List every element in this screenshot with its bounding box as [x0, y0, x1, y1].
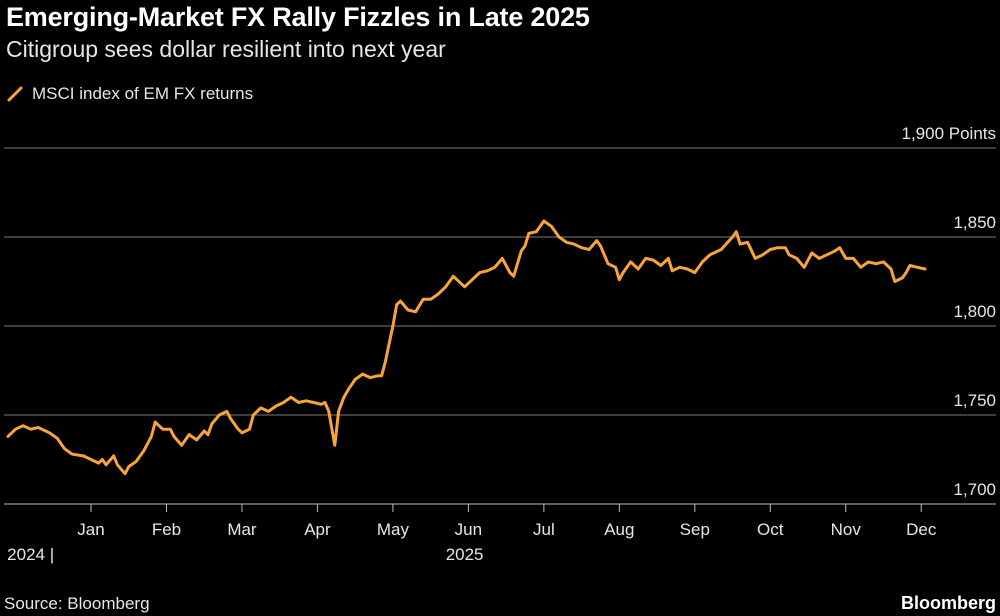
y-tick-label-1900: 1,900 Points: [901, 124, 996, 143]
y-tick-label-1700: 1,700: [953, 480, 996, 499]
chart-subtitle: Citigroup sees dollar resilient into nex…: [6, 36, 446, 62]
x-tick-label-feb: Feb: [152, 520, 181, 539]
x-tick-label-aug: Aug: [604, 520, 634, 539]
x-tick-label-oct: Oct: [757, 520, 784, 539]
x-year-label-2024: 2024 |: [7, 545, 54, 564]
x-tick-label-jan: Jan: [77, 520, 104, 539]
x-tick-label-jul: Jul: [533, 520, 555, 539]
chart-title: Emerging-Market FX Rally Fizzles in Late…: [6, 2, 590, 32]
x-tick-label-dec: Dec: [906, 520, 937, 539]
source-note: Source: Bloomberg: [4, 594, 150, 613]
x-year-label-2025: 2025: [446, 545, 484, 564]
x-tick-label-mar: Mar: [227, 520, 257, 539]
x-axis: Jan Feb Mar Apr May Jun Jul Aug Sep Oct Nov Dec 2024…: [7, 504, 937, 564]
bloomberg-logo: Bloomberg: [900, 593, 996, 613]
y-tick-label-1750: 1,750: [953, 391, 996, 410]
y-tick-label-1800: 1,800: [953, 302, 996, 321]
y-axis-labels: 1,700 1,750 1,800 1,850 1,900 Points: [901, 124, 996, 499]
grid: [4, 147, 996, 505]
legend: MSCI index of EM FX returns: [6, 84, 253, 104]
x-tick-label-sep: Sep: [680, 520, 710, 539]
x-tick-label-apr: Apr: [304, 520, 331, 539]
legend-label: MSCI index of EM FX returns: [32, 84, 254, 103]
legend-line-icon: [7, 86, 23, 102]
x-tick-label-nov: Nov: [831, 520, 862, 539]
x-tick-label-jun: Jun: [455, 520, 482, 539]
series-line-msci-em-fx: [6, 219, 927, 476]
x-tick-label-may: May: [377, 520, 410, 539]
y-tick-label-1850: 1,850: [953, 213, 996, 232]
